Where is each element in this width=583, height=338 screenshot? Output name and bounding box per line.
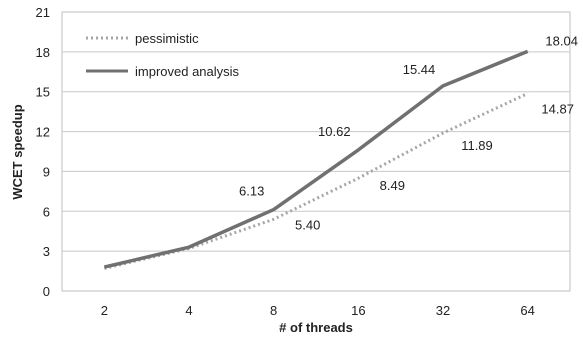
y-tick-label: 9	[43, 164, 50, 179]
data-label: 18.04	[545, 33, 578, 48]
y-tick-label: 0	[43, 284, 50, 299]
data-label: 5.40	[295, 217, 320, 232]
gridlines	[62, 51, 570, 252]
y-axis-ticks: 0 3 6 9 12 15 18 21	[36, 5, 50, 299]
y-tick-label: 6	[43, 204, 50, 219]
data-labels: 5.40 8.49 11.89 14.87 6.13 10.62 15.44 18.04	[239, 33, 578, 232]
x-tick-label: 32	[436, 303, 450, 318]
y-tick-label: 3	[43, 244, 50, 259]
plot-area	[61, 11, 571, 292]
series-line-improved-analysis	[103, 49, 529, 269]
x-axis-title: # of threads	[279, 320, 353, 335]
y-axis-title: WCET speedup	[10, 104, 25, 199]
series-lines	[103, 49, 529, 270]
legend: pessimistic improved analysis	[86, 31, 240, 79]
x-tick-label: 4	[185, 303, 192, 318]
x-axis-ticks: 2 4 8 16 32 64	[101, 303, 535, 318]
x-tick-label: 16	[351, 303, 365, 318]
data-label: 14.87	[541, 101, 574, 116]
y-tick-label: 18	[36, 45, 50, 60]
legend-label-improved-analysis: improved analysis	[135, 64, 240, 79]
data-label: 11.89	[461, 138, 493, 153]
data-label: 10.62	[318, 124, 351, 139]
y-tick-label: 21	[36, 5, 50, 20]
data-label: 6.13	[239, 184, 264, 199]
x-tick-label: 8	[270, 303, 277, 318]
x-tick-label: 64	[520, 303, 534, 318]
y-tick-label: 12	[36, 125, 50, 140]
x-tick-label: 2	[101, 303, 108, 318]
y-tick-label: 15	[36, 85, 50, 100]
data-label: 8.49	[380, 178, 405, 193]
data-label: 15.44	[403, 62, 436, 77]
legend-label-pessimistic: pessimistic	[135, 31, 199, 46]
